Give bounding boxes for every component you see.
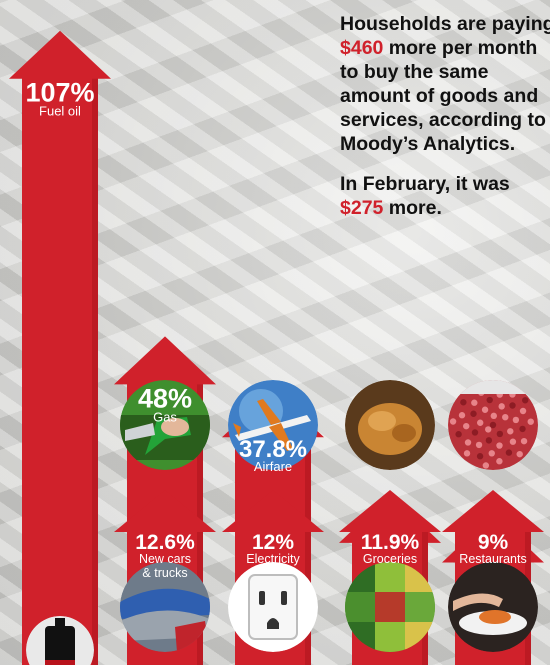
power-outlet-icon [228, 562, 318, 652]
arrow-groceries: 11.9%Groceries [339, 490, 441, 665]
arrow-fuel-oil: 107%Fuel oil [9, 30, 111, 665]
value-label: 37.8% [239, 436, 307, 463]
value-label: 12% [252, 531, 294, 554]
cars-icon [120, 562, 210, 652]
roast-chicken-icon [345, 380, 435, 470]
category-label: & trucks [142, 566, 187, 580]
category-label: Electricity [246, 552, 300, 566]
category-label: New cars [139, 552, 191, 566]
headline-amount: $460 [340, 37, 384, 59]
bar-shade [92, 78, 98, 665]
headline-text: more. [383, 197, 442, 219]
restaurant-dish-icon [448, 562, 538, 652]
headline-text: In February, it was [340, 173, 510, 195]
value-label: 107% [25, 78, 94, 108]
category-label: Fuel oil [39, 104, 81, 119]
value-label: 9% [478, 531, 509, 554]
groceries-icon [345, 562, 435, 652]
value-label: 11.9% [361, 531, 420, 554]
value-label: 48% [138, 383, 192, 413]
airplane-icon [228, 380, 318, 470]
headline-amount: $275 [340, 197, 384, 219]
category-label: Restaurants [459, 552, 526, 566]
gas-pump-icon [120, 380, 210, 470]
category-label: Gas [153, 409, 177, 424]
value-label: 12.6% [135, 531, 195, 554]
headline-paragraph-1: Households are paying $460 more per mont… [340, 12, 550, 156]
arrow-electricity: 12%Electricity [222, 490, 324, 665]
headline-text: Households are paying [340, 13, 550, 35]
headline: Households are paying $460 more per mont… [340, 12, 550, 236]
fuel-oil-icon [26, 616, 94, 665]
bar-fuel-oil [9, 30, 111, 665]
headline-paragraph-2: In February, it was $275 more. [340, 172, 550, 220]
arrow-restaurants: 9%Restaurants [442, 490, 544, 665]
headline-text: more per month to buy the same amount of… [340, 37, 546, 155]
category-label: Groceries [363, 552, 417, 566]
arrow-new-cars-and-trucks: 12.6%New cars& trucks [114, 490, 216, 665]
ground-beef-icon [448, 380, 538, 470]
category-label: Airfare [254, 459, 292, 474]
